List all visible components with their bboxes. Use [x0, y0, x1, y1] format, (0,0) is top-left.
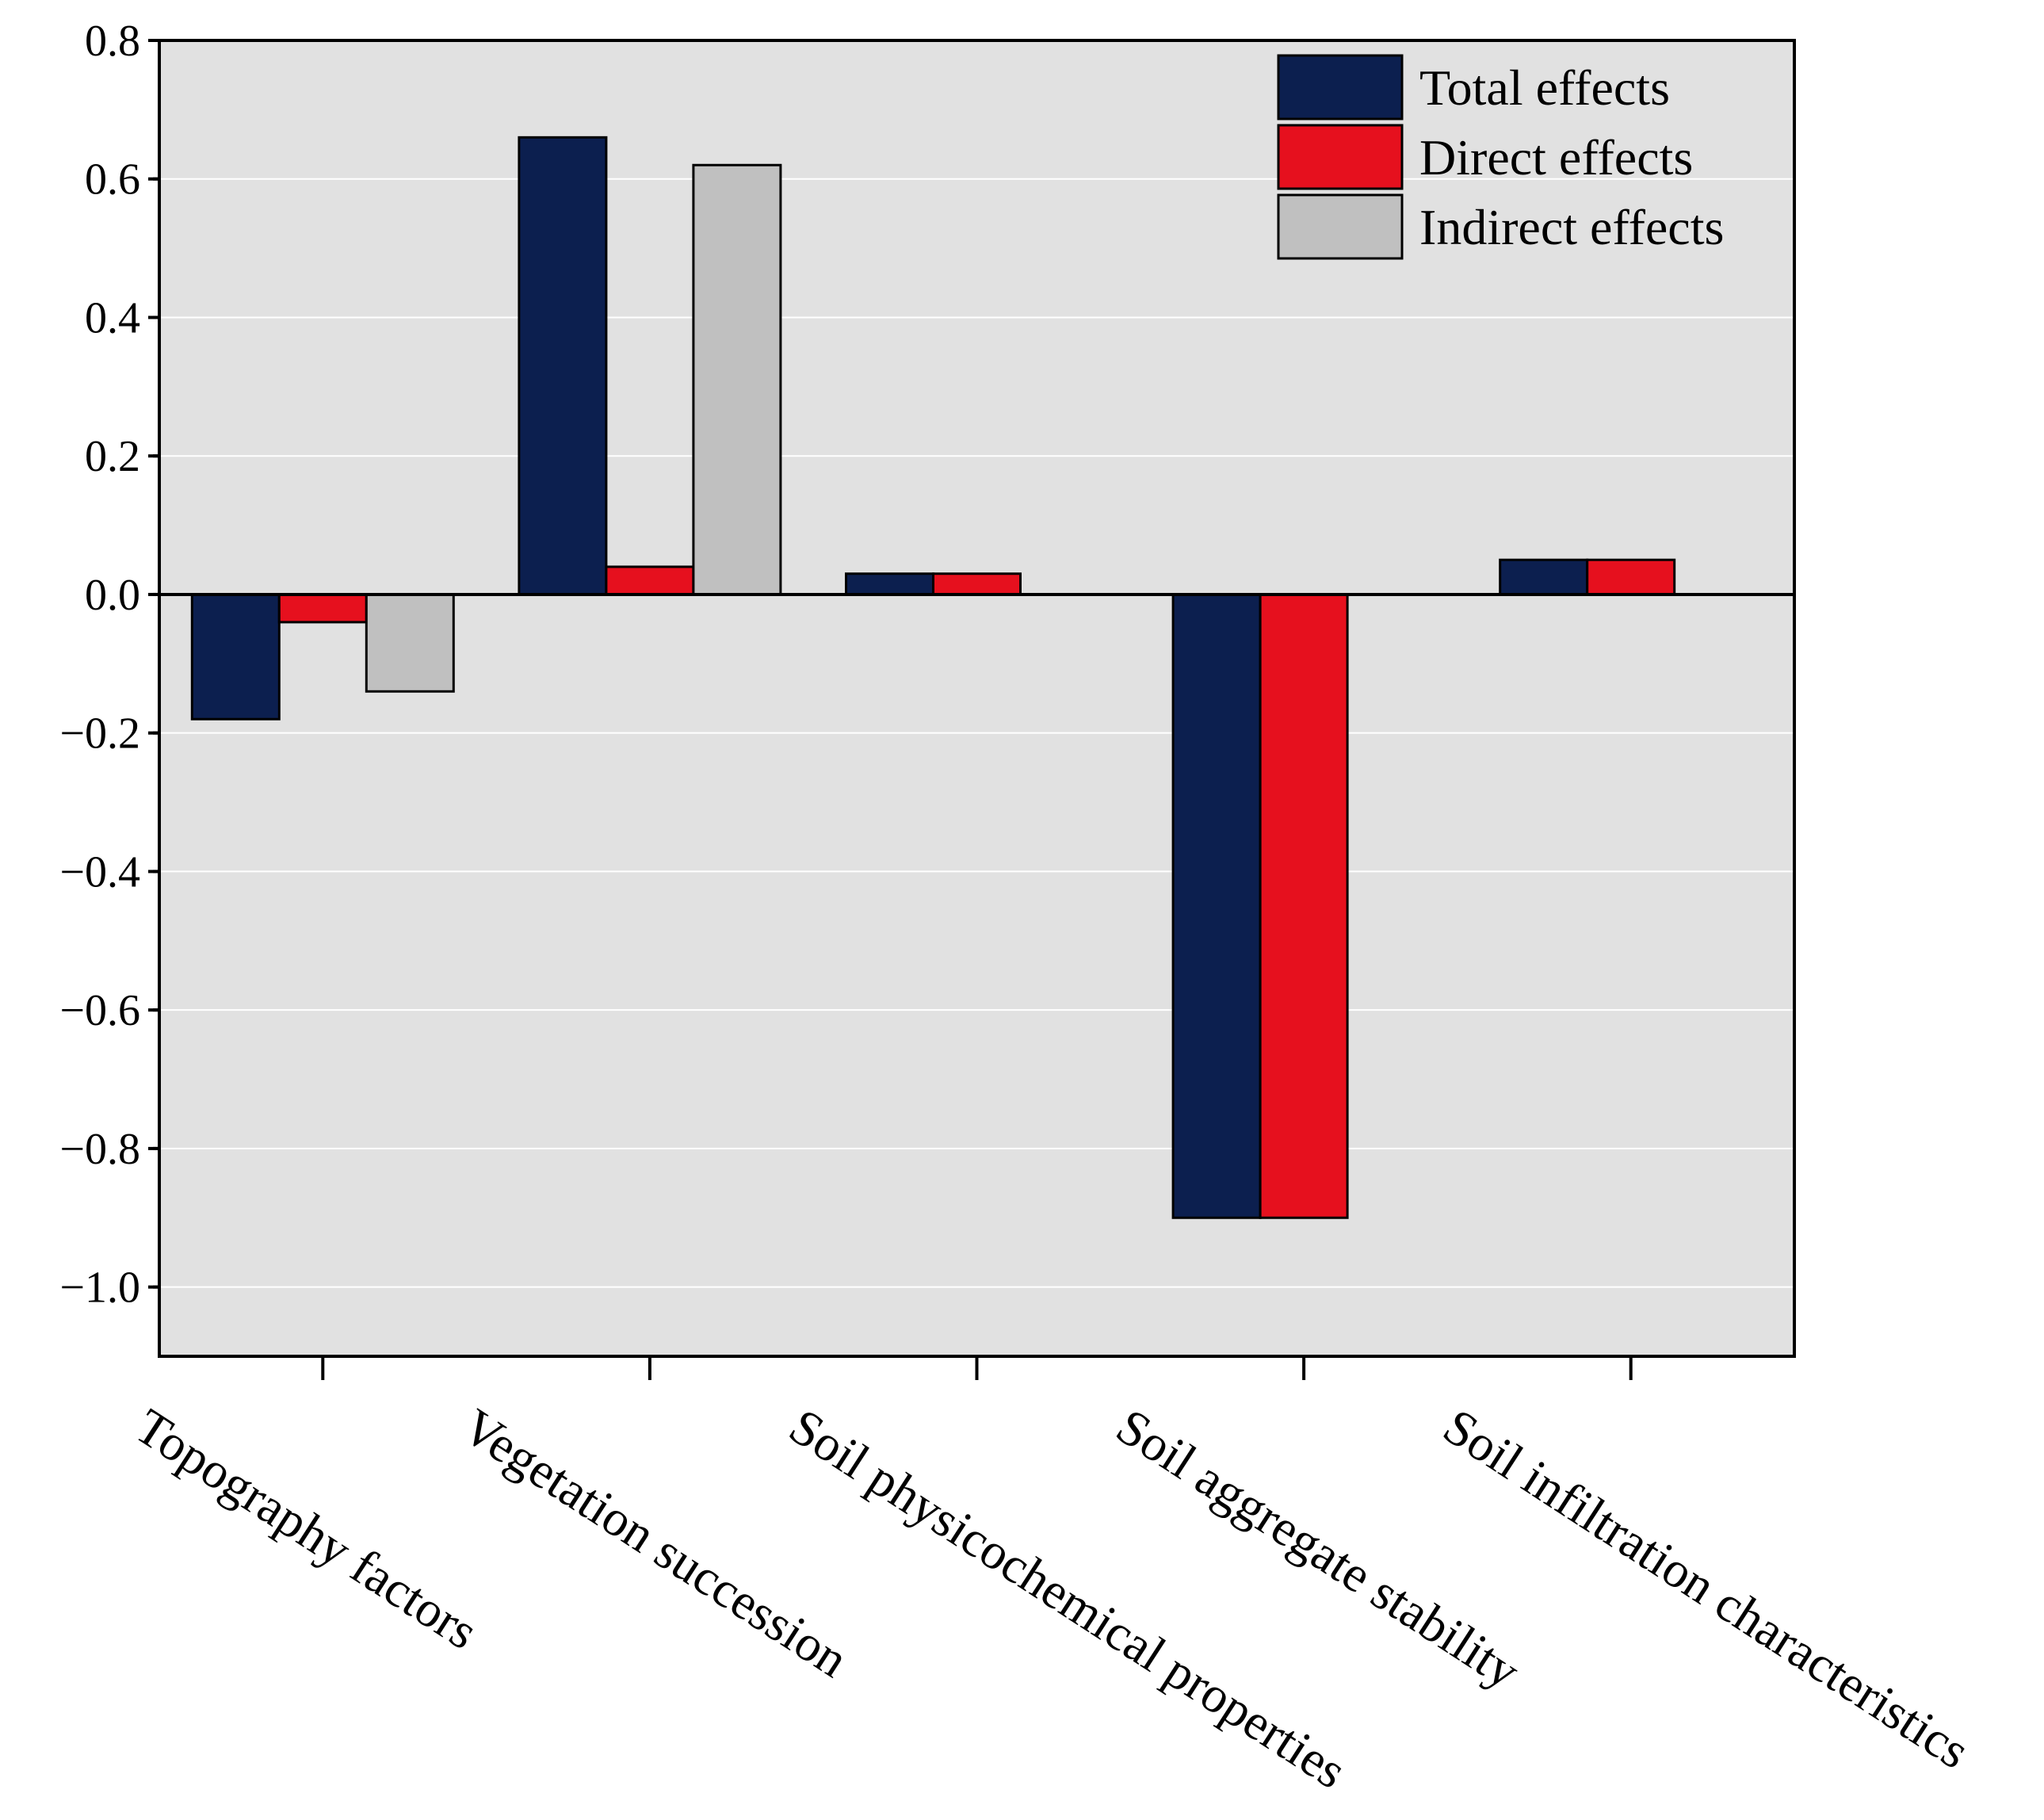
bar — [1499, 558, 1589, 596]
y-tick-label: −0.4 — [59, 847, 140, 897]
y-tick-label: 0.2 — [85, 432, 140, 481]
bar — [277, 593, 368, 624]
y-axis: 0.8 0.6 0.4 0.2 0.0 −0.2 −0.4 −0.6 −0.8 −1.0 — [59, 17, 159, 1313]
legend-label: Direct effects — [1419, 129, 1693, 185]
y-tick-label: 0.4 — [85, 293, 140, 342]
y-tick-label: −1.0 — [59, 1264, 140, 1313]
bar — [932, 572, 1022, 596]
bar — [1259, 593, 1349, 1219]
y-tick-label: 0.0 — [85, 571, 140, 620]
x-tick-label: Soil physicochemical properties — [780, 1398, 1356, 1799]
bar — [518, 136, 608, 596]
y-tick-label: −0.6 — [59, 986, 140, 1035]
y-tick-label: 0.8 — [85, 17, 140, 66]
bar — [605, 565, 695, 596]
legend-swatch — [1277, 193, 1404, 260]
bar — [1171, 593, 1262, 1219]
bar — [365, 593, 455, 693]
legend-swatch — [1277, 124, 1404, 190]
y-tick-label: −0.8 — [59, 1125, 140, 1174]
bar — [692, 163, 782, 596]
bar — [845, 572, 934, 596]
legend-swatch — [1277, 54, 1404, 120]
plot-area — [159, 40, 1794, 1356]
y-tick-label: 0.6 — [85, 155, 140, 205]
legend-label: Total effects — [1419, 59, 1670, 116]
bars — [190, 136, 1676, 1219]
legend-label: Indirect effects — [1419, 199, 1724, 255]
gridlines — [159, 178, 1794, 1288]
x-tick-label: Soil infiltration characteristics — [1434, 1398, 1980, 1780]
x-tick-label: Topography factors — [126, 1398, 488, 1660]
y-tick-label: −0.2 — [59, 709, 140, 759]
legend: Total effects Direct effects Indirect effe… — [1277, 54, 1724, 260]
bar — [190, 593, 281, 721]
bar — [1586, 558, 1676, 596]
